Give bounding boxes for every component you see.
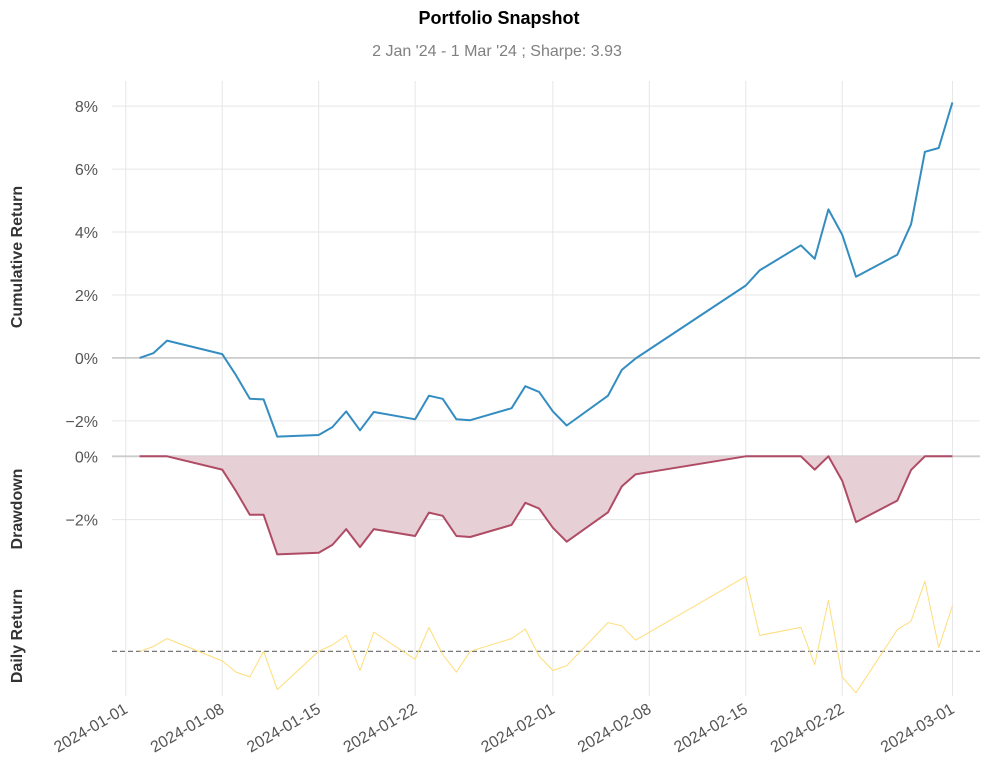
label-layer: 2024-01-01 2024-01-08 2024-01-15 2024-01-22… <box>9 99 958 756</box>
drawdown-area <box>139 456 953 555</box>
y-tick-label: −2% <box>66 513 98 530</box>
cumulative-axis-label: Cumulative Return <box>9 186 26 328</box>
series-layer <box>139 102 954 694</box>
x-tick-label: 2024-02-22 <box>768 701 847 757</box>
chart-title: Portfolio Snapshot <box>419 8 580 28</box>
y-tick-label: 0% <box>75 351 98 368</box>
x-tick-label: 2024-01-08 <box>148 701 227 757</box>
y-tick-label: −2% <box>66 414 98 431</box>
x-tick-label: 2024-02-08 <box>575 701 654 757</box>
x-tick-label: 2024-03-01 <box>878 701 957 757</box>
daily-return-line <box>139 575 953 694</box>
y-tick-label: 6% <box>75 162 98 179</box>
x-tick-label: 2024-01-01 <box>51 701 130 757</box>
drawdown-line <box>139 455 953 556</box>
y-tick-label: 4% <box>75 225 98 242</box>
chart-subtitle: 2 Jan '24 - 1 Mar '24 ; Sharpe: 3.93 <box>372 43 622 60</box>
grid-layer <box>112 81 980 696</box>
y-tick-label: 2% <box>75 288 98 305</box>
x-tick-label: 2024-01-15 <box>244 701 323 757</box>
x-tick-label: 2024-01-22 <box>341 701 420 757</box>
y-tick-label: 0% <box>75 449 98 466</box>
drawdown-axis-label: Drawdown <box>9 469 26 550</box>
x-tick-label: 2024-02-01 <box>479 701 558 757</box>
daily-axis-label: Daily Return <box>9 589 26 683</box>
x-tick-label: 2024-02-15 <box>671 701 750 757</box>
cumulative-return-line <box>139 102 954 438</box>
y-tick-label: 8% <box>75 99 98 116</box>
